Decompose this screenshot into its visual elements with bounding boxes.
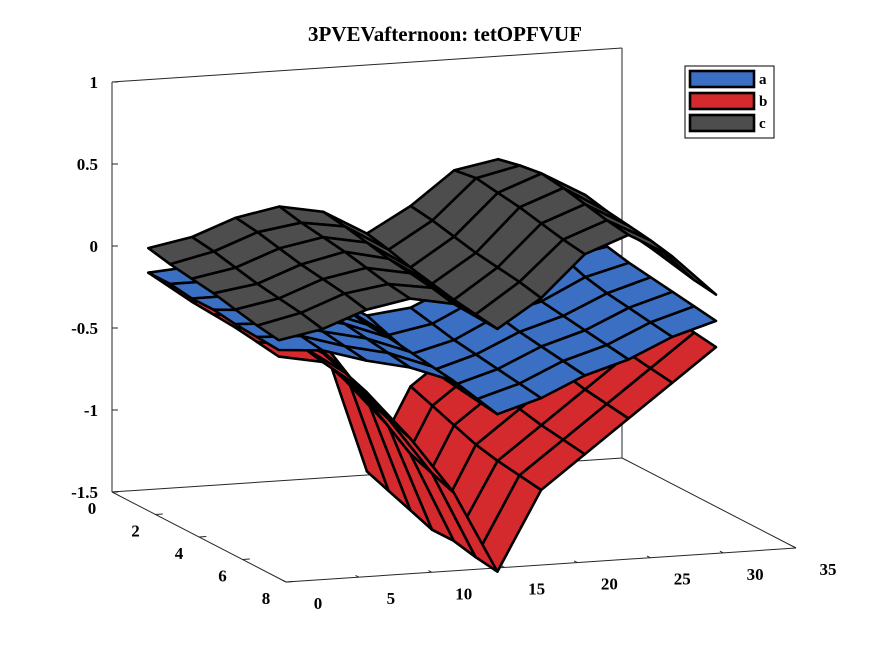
y-tick-label: 2 <box>131 522 140 541</box>
x-tick-label: 25 <box>674 570 691 589</box>
legend-swatch-c <box>688 113 756 133</box>
axis-line-top-back <box>111 47 623 83</box>
surfaces <box>147 157 718 573</box>
x-tick-label: 20 <box>601 575 618 594</box>
z-tick-label: 0 <box>90 237 99 256</box>
x-tick-label: 5 <box>387 589 396 608</box>
x-tick-mark <box>792 545 797 549</box>
x-tick-mark <box>355 575 360 578</box>
z-tick-label: -0.5 <box>71 319 98 338</box>
y-tick-label: 4 <box>175 544 184 563</box>
legend: abc <box>684 65 775 139</box>
x-tick-mark <box>719 550 724 554</box>
y-tick-label: 8 <box>262 589 271 608</box>
legend-label-a: a <box>759 72 767 88</box>
tick-labels: 0 5 10 15 20 25 30 35 0 2 4 6 8 -1.5 -1 -0.5 0 0.5 1 <box>71 73 836 613</box>
legend-label-c: c <box>759 116 766 132</box>
y-tick-label: 0 <box>88 499 97 518</box>
z-tick-label: -1 <box>84 401 98 420</box>
legend-swatch-a <box>688 69 756 89</box>
x-tick-mark <box>282 579 287 583</box>
x-tick-label: 15 <box>528 579 545 598</box>
x-tick-label: 35 <box>820 560 837 579</box>
x-tick-mark <box>428 570 432 573</box>
y-tick-label: 6 <box>218 567 227 586</box>
x-tick-mark <box>573 560 578 564</box>
surface-cell-c <box>255 311 324 342</box>
chart-title: 3PVEVafternoon: tetOPFVUF <box>308 22 582 46</box>
legend-swatch-b <box>688 91 756 111</box>
x-tick-label: 10 <box>455 584 472 603</box>
z-tick-label: 1 <box>90 73 99 92</box>
x-tick-mark <box>646 555 651 559</box>
legend-label-b: b <box>759 94 767 110</box>
x-tick-label: 30 <box>747 565 764 584</box>
axis-line-x-front <box>285 547 797 583</box>
z-tick-label: -1.5 <box>71 483 98 502</box>
axis-line-y-right <box>621 457 797 549</box>
z-tick-label: 0.5 <box>77 155 98 174</box>
x-tick-label: 0 <box>314 594 323 613</box>
